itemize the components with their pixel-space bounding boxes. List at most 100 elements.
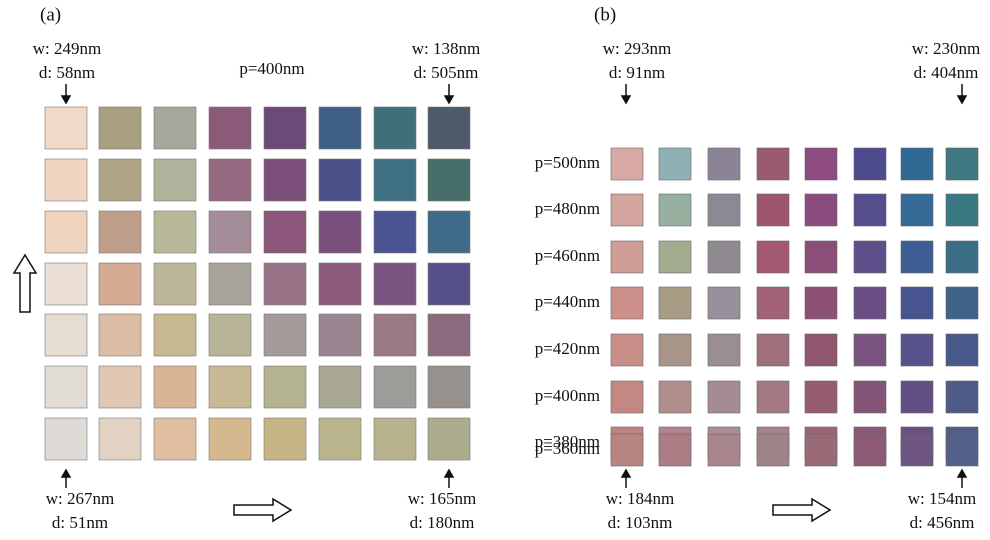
- swatch: [946, 434, 978, 466]
- swatch: [99, 107, 141, 149]
- swatch: [854, 241, 886, 273]
- swatch: [209, 159, 251, 201]
- swatch: [708, 334, 740, 366]
- swatch: [854, 434, 886, 466]
- swatch: [99, 159, 141, 201]
- swatch: [708, 241, 740, 273]
- swatch: [757, 241, 789, 273]
- swatch: [99, 211, 141, 253]
- swatch: [209, 107, 251, 149]
- swatch: [946, 241, 978, 273]
- swatch: [154, 263, 196, 305]
- swatch: [854, 381, 886, 413]
- swatch: [374, 107, 416, 149]
- swatch: [659, 241, 691, 273]
- swatch: [946, 334, 978, 366]
- swatch: [374, 159, 416, 201]
- swatch: [374, 211, 416, 253]
- swatch: [154, 159, 196, 201]
- swatch: [901, 381, 933, 413]
- swatch: [209, 263, 251, 305]
- bottom-left-d: d: 51nm: [52, 513, 108, 532]
- swatch: [854, 334, 886, 366]
- swatch: [611, 148, 643, 180]
- swatch: [154, 107, 196, 149]
- swatch: [946, 194, 978, 226]
- swatch: [659, 381, 691, 413]
- swatch: [154, 418, 196, 460]
- row-label: p=480nm: [535, 199, 600, 218]
- swatch: [757, 287, 789, 319]
- swatch: [901, 194, 933, 226]
- swatch: [805, 434, 837, 466]
- swatch: [154, 314, 196, 356]
- swatch: [209, 211, 251, 253]
- swatch: [428, 159, 470, 201]
- bottom-left-d: d: 103nm: [608, 513, 673, 532]
- row-label: p=460nm: [535, 246, 600, 265]
- swatch: [757, 148, 789, 180]
- swatch: [611, 241, 643, 273]
- swatch: [45, 211, 87, 253]
- swatch: [319, 107, 361, 149]
- swatch: [901, 287, 933, 319]
- swatch: [99, 418, 141, 460]
- top-left-d: d: 58nm: [39, 63, 95, 82]
- swatch: [264, 366, 306, 408]
- swatch: [45, 263, 87, 305]
- swatch: [264, 418, 306, 460]
- swatch: [757, 434, 789, 466]
- swatch: [374, 314, 416, 356]
- swatch: [854, 194, 886, 226]
- swatch: [708, 434, 740, 466]
- background: [0, 0, 990, 535]
- panel-label: (b): [594, 4, 616, 25]
- swatch: [659, 148, 691, 180]
- swatch: [805, 381, 837, 413]
- swatch: [45, 107, 87, 149]
- swatch: [901, 434, 933, 466]
- swatch: [264, 107, 306, 149]
- swatch: [99, 263, 141, 305]
- swatch: [946, 381, 978, 413]
- swatch: [708, 148, 740, 180]
- bottom-right-w: w: 165nm: [408, 489, 476, 508]
- period: p=400nm: [239, 59, 304, 78]
- swatch: [264, 263, 306, 305]
- swatch: [805, 241, 837, 273]
- row-label: p=400nm: [535, 386, 600, 405]
- swatch: [854, 148, 886, 180]
- swatch: [946, 287, 978, 319]
- swatch: [209, 314, 251, 356]
- swatch: [154, 211, 196, 253]
- swatch: [805, 334, 837, 366]
- swatch: [99, 314, 141, 356]
- swatch: [854, 287, 886, 319]
- swatch: [374, 418, 416, 460]
- swatch: [264, 314, 306, 356]
- swatch: [708, 381, 740, 413]
- swatch: [428, 314, 470, 356]
- swatch: [264, 159, 306, 201]
- swatch: [319, 418, 361, 460]
- swatch: [45, 314, 87, 356]
- swatch: [428, 211, 470, 253]
- row-label: p=500nm: [535, 153, 600, 172]
- swatch: [319, 211, 361, 253]
- swatch: [209, 366, 251, 408]
- swatch: [319, 366, 361, 408]
- swatch: [901, 334, 933, 366]
- swatch: [154, 366, 196, 408]
- swatch: [901, 241, 933, 273]
- bottom-left-w: w: 184nm: [606, 489, 674, 508]
- swatch: [659, 434, 691, 466]
- swatch: [374, 263, 416, 305]
- swatch: [757, 334, 789, 366]
- swatch: [708, 194, 740, 226]
- swatch: [428, 366, 470, 408]
- row-label: p=440nm: [535, 292, 600, 311]
- top-left-w: w: 293nm: [603, 39, 671, 58]
- swatch: [45, 159, 87, 201]
- bottom-right-d: d: 180nm: [410, 513, 475, 532]
- swatch: [264, 211, 306, 253]
